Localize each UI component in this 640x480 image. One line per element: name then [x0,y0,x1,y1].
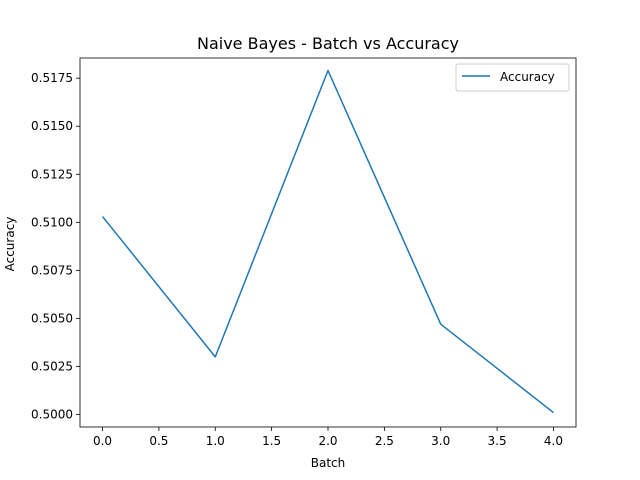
y-tick-label: 0.5125 [31,167,73,181]
x-tick-label: 1.0 [206,434,225,448]
y-tick-label: 0.5100 [31,215,73,229]
x-axis-label: Batch [311,456,346,470]
y-tick-label: 0.5175 [31,71,73,85]
x-tick-label: 2.0 [318,434,337,448]
x-tick-label: 2.5 [375,434,394,448]
y-axis-label: Accuracy [3,217,17,272]
legend-box [455,63,570,92]
x-tick-label: 0.5 [149,434,168,448]
y-tick-label: 0.5025 [31,359,73,373]
y-tick-label: 0.5150 [31,119,73,133]
legend: Accuracy [455,63,570,92]
chart-title: Naive Bayes - Batch vs Accuracy [197,34,459,53]
y-tick-label: 0.5050 [31,311,73,325]
y-tick-label: 0.5000 [31,408,73,422]
plot-frame [79,57,577,428]
legend-label: Accuracy [500,70,555,84]
y-tick-label: 0.5075 [31,263,73,277]
x-tick-label: 3.5 [488,434,507,448]
x-tick-label: 3.0 [431,434,450,448]
x-tick-label: 4.0 [544,434,563,448]
x-tick-label: 1.5 [262,434,281,448]
plot-area: 0.0 0.5 1.0 1.5 2.0 2.5 3.0 3.5 4.0 0.5000 0.5025 0… [31,57,577,448]
x-tick-label: 0.0 [93,434,112,448]
